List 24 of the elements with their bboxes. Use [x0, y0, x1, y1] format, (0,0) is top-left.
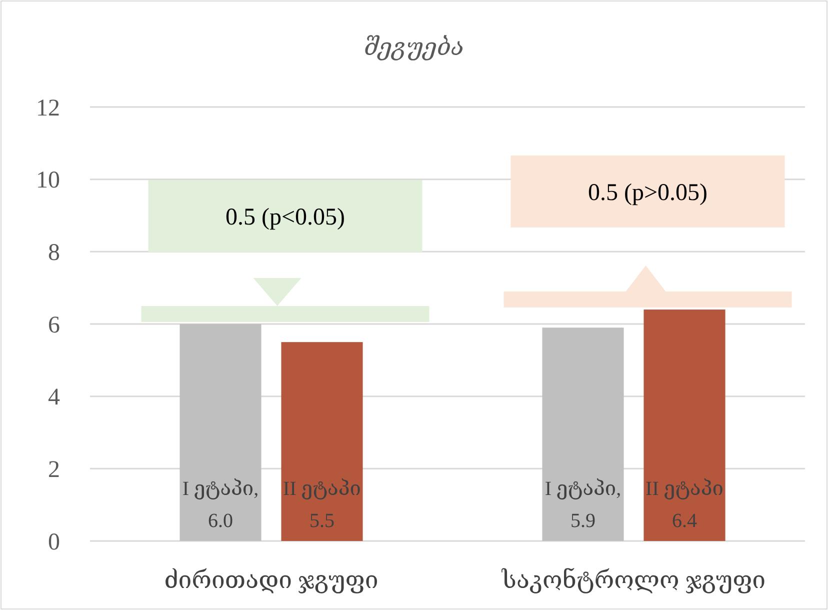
y-tick-label: 2: [48, 457, 60, 484]
y-tick-label: 12: [36, 95, 60, 122]
bar: [644, 310, 726, 541]
chart-title: შეგუება: [364, 35, 464, 61]
text: II ეტაპი: [283, 478, 361, 500]
text: I ეტაპი,: [544, 478, 622, 500]
x-tick-label: საკონტროლო ჯგუფი: [500, 567, 766, 594]
data-label: 6.4: [672, 510, 697, 532]
data-label: 6.0: [208, 510, 233, 532]
y-tick-label: 6: [48, 312, 60, 338]
data-label: 5.5: [310, 510, 334, 532]
data-label: 5.9: [570, 510, 596, 532]
series-label: I ეტაპი,: [182, 478, 259, 500]
series-label: II ეტაპი: [646, 478, 724, 500]
bar: [542, 328, 624, 541]
annotation: 0.5 (p>0.05): [588, 180, 708, 206]
y-tick-label: 8: [48, 240, 60, 266]
annotation: 0.5 (p<0.05): [225, 204, 346, 230]
y-tick-label: 10: [36, 168, 60, 194]
y-tick-label: 4: [48, 384, 60, 411]
x-tick-label: ძირითადი ჯგუფი: [164, 568, 378, 594]
bar: [180, 324, 262, 541]
y-tick-label: 0: [48, 529, 60, 556]
bar: [281, 342, 363, 541]
